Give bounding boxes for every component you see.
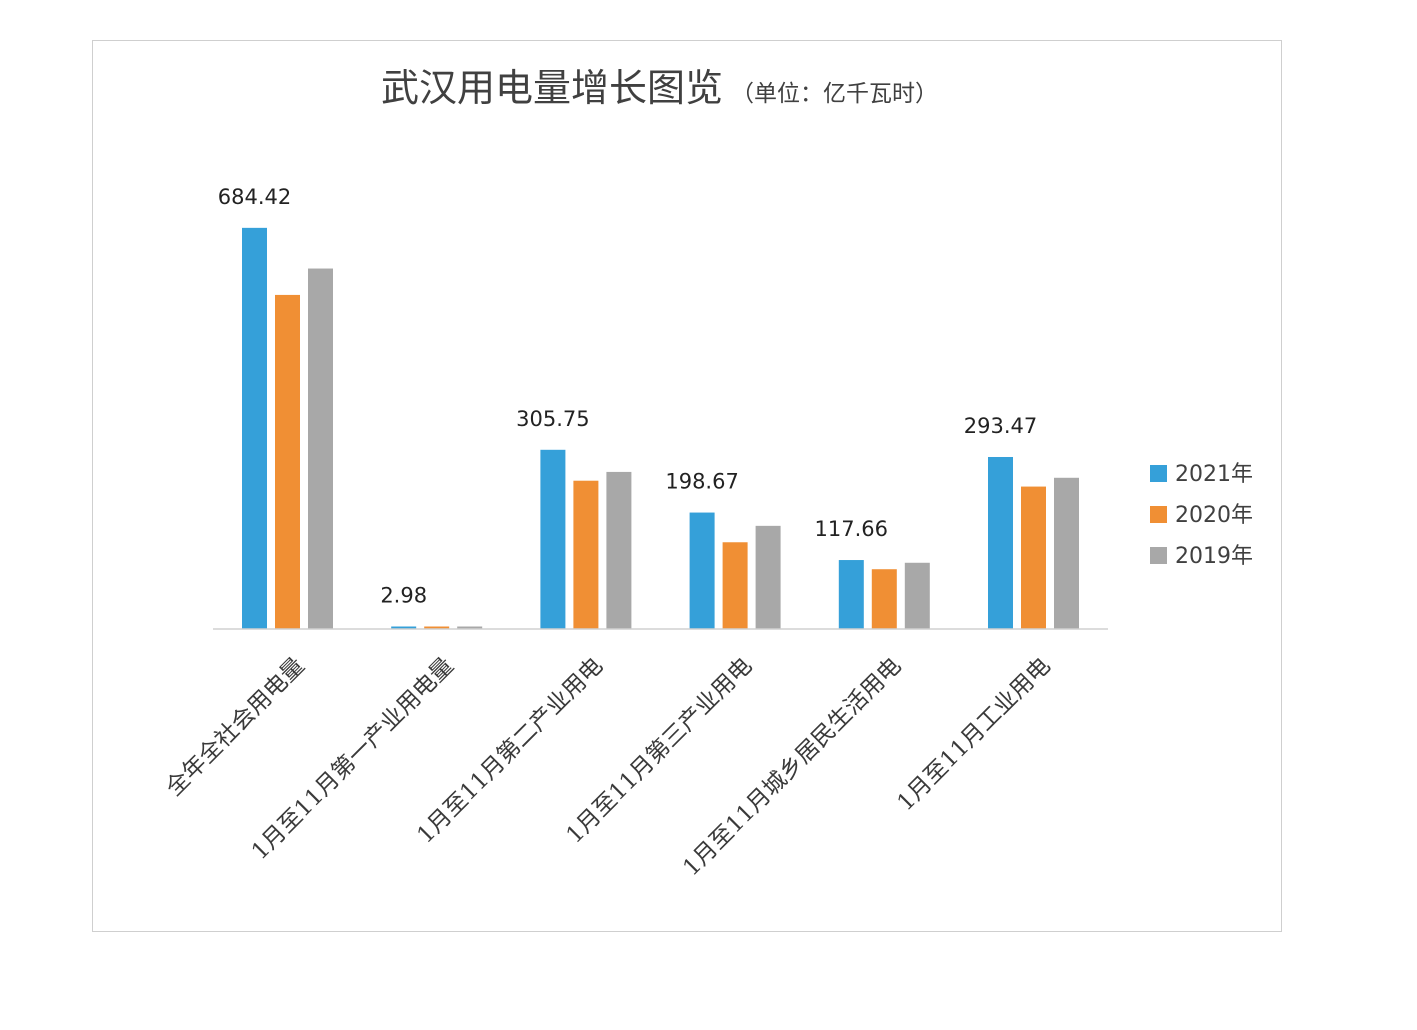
legend-label-2021年: 2021年: [1175, 462, 1253, 487]
category-label-5: 1月至11月工业用电: [892, 653, 1055, 816]
data-label-5: 293.47: [964, 414, 1037, 438]
data-label-2: 305.75: [516, 407, 589, 431]
category-label-0: 全年全社会用电量: [161, 653, 309, 801]
bar-2021年-0: [242, 227, 267, 630]
chart-title-unit: （单位：亿千瓦时）: [731, 81, 938, 107]
chart-title: 武汉用电量增长图览 （单位：亿千瓦时）: [381, 66, 938, 110]
bar-2021年-5: [988, 456, 1013, 629]
bar-2021年-2: [540, 449, 566, 629]
bar-2019年-0: [308, 268, 333, 629]
bar-2020年-1: [424, 626, 450, 629]
bar-2020年-0: [275, 294, 300, 629]
category-label-group: 全年全社会用电量1月至11月第一产业用电量1月至11月第二产业用电1月至11月第…: [161, 653, 1055, 881]
bar-2019年-1: [457, 626, 483, 629]
data-label-4: 117.66: [815, 517, 888, 541]
legend-label-2019年: 2019年: [1175, 544, 1253, 569]
bar-2019年-4: [904, 562, 930, 629]
bar-2019年-2: [606, 471, 632, 629]
data-label-group: 684.42 2.98 305.75 198.67 117.66 293.47: [218, 185, 1037, 608]
bar-group: [242, 227, 1079, 630]
chart-svg: 武汉用电量增长图览 （单位：亿千瓦时） 684.42 2.98 305.75 198.6…: [161, 66, 1253, 881]
chart-frame: 武汉用电量增长图览 （单位：亿千瓦时） 684.42 2.98 305.75 198.6…: [92, 40, 1282, 932]
bar-2019年-5: [1054, 477, 1079, 629]
chart-title-main: 武汉用电量增长图览: [381, 66, 723, 110]
legend-label-2020年: 2020年: [1175, 503, 1253, 528]
data-label-3: 198.67: [665, 470, 738, 494]
bar-2021年-1: [391, 626, 417, 629]
bar-2021年-3: [689, 512, 715, 629]
legend-swatch-2020年: [1150, 506, 1167, 523]
data-label-0: 684.42: [218, 185, 291, 209]
legend-swatch-2021年: [1150, 465, 1167, 482]
legend: 2021年 2020年 2019年: [1150, 462, 1253, 569]
bar-2020年-3: [722, 542, 748, 629]
bar-2021年-4: [838, 560, 864, 629]
bar-2020年-5: [1021, 486, 1046, 629]
bar-2020年-2: [573, 480, 599, 629]
data-label-1: 2.98: [380, 584, 427, 608]
bar-2019年-3: [755, 525, 781, 629]
legend-swatch-2019年: [1150, 547, 1167, 564]
bar-2020年-4: [871, 569, 897, 629]
